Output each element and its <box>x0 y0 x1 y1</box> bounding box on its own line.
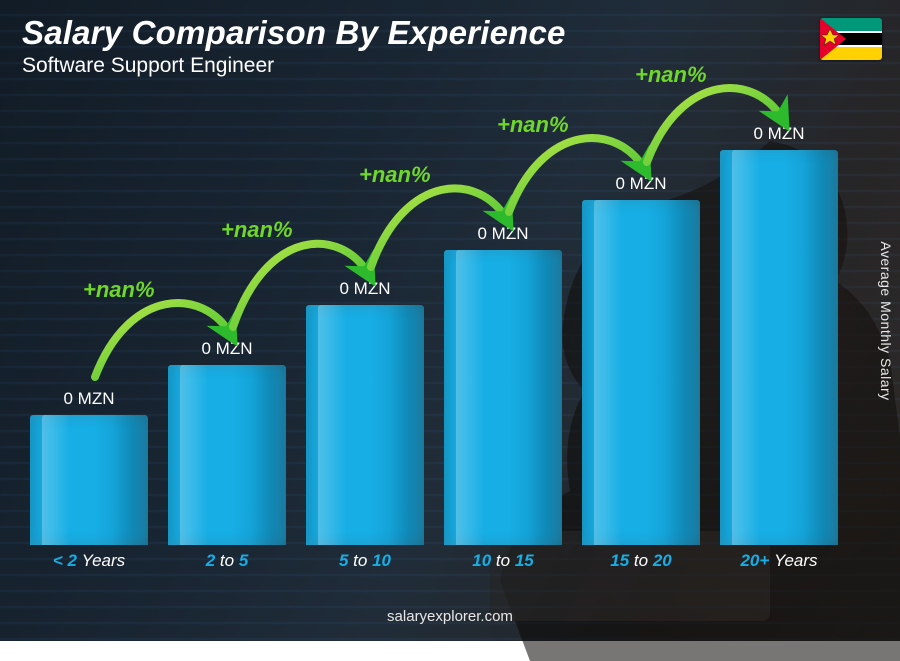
bar-x-label: 5 to 10 <box>306 551 424 571</box>
bar-x-label: 20+ Years <box>720 551 838 571</box>
increase-label: +nan% <box>359 162 431 188</box>
increase-label: +nan% <box>497 112 569 138</box>
bar-x-label: 15 to 20 <box>582 551 700 571</box>
chart-title: Salary Comparison By Experience <box>22 14 566 52</box>
bar-chart: 0 MZN< 2 Years0 MZN2 to 50 MZN5 to 100 M… <box>30 101 860 571</box>
increase-label: +nan% <box>221 217 293 243</box>
bar-x-label: 10 to 15 <box>444 551 562 571</box>
flag-hoist-icon <box>820 18 882 60</box>
header: Salary Comparison By Experience Software… <box>22 14 566 78</box>
bar <box>720 150 838 545</box>
bar <box>30 415 148 545</box>
chart-subtitle: Software Support Engineer <box>22 54 566 78</box>
chart-canvas: Salary Comparison By Experience Software… <box>0 0 900 641</box>
country-flag-mozambique <box>820 18 882 60</box>
y-axis-label: Average Monthly Salary <box>878 241 894 400</box>
footer-attribution: salaryexplorer.com <box>0 608 900 625</box>
increase-label: +nan% <box>83 277 155 303</box>
increase-label: +nan% <box>635 62 707 88</box>
bar-x-label: < 2 Years <box>30 551 148 571</box>
bar-x-label: 2 to 5 <box>168 551 286 571</box>
